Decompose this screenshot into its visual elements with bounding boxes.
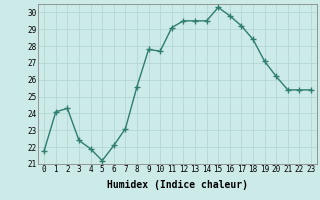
X-axis label: Humidex (Indice chaleur): Humidex (Indice chaleur)	[107, 180, 248, 190]
